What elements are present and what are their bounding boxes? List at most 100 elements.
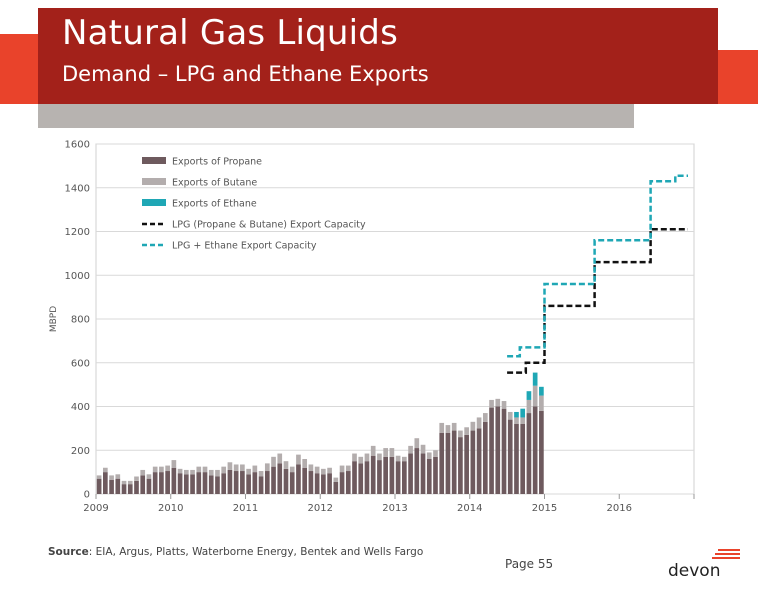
y-tick-label: 800 [71, 315, 90, 326]
bar-butane [489, 399, 494, 408]
bar-propane [208, 475, 214, 494]
bar-butane [464, 427, 469, 435]
bar-butane [507, 411, 513, 420]
bar-propane [482, 421, 488, 494]
bar-propane [520, 424, 526, 494]
bar-propane [470, 430, 476, 494]
bar-butane [520, 417, 526, 424]
x-tick-label: 2012 [308, 503, 333, 514]
bar-butane [358, 456, 364, 464]
bar-propane [408, 453, 413, 494]
title-band [38, 8, 718, 104]
bar-butane [501, 401, 507, 409]
bar-butane [333, 477, 339, 482]
bar-propane [121, 484, 127, 494]
bar-propane [476, 428, 482, 494]
bar-butane [296, 454, 301, 465]
bar-propane [352, 461, 357, 494]
bar-butane [327, 467, 332, 474]
bar-propane [445, 432, 451, 494]
x-tick-label: 2011 [233, 503, 258, 514]
x-tick-label: 2013 [382, 503, 407, 514]
bar-butane [177, 468, 183, 474]
bar-propane [489, 407, 494, 494]
export-chart: 0 200 400 600 800 1000 1200 1400 1600 2009 2010 201… [49, 140, 695, 514]
bar-propane [458, 437, 463, 494]
bar-butane [258, 471, 264, 477]
bar-propane [402, 461, 407, 494]
bar-propane [314, 473, 320, 494]
bar-propane [183, 474, 189, 494]
bar-butane [159, 466, 164, 473]
bar-propane [177, 473, 183, 494]
bar-propane [289, 472, 295, 494]
bar-propane [233, 471, 239, 494]
bar-butane [202, 466, 208, 473]
bar-butane [289, 466, 295, 473]
bar-propane [395, 461, 401, 494]
bar-propane [140, 475, 146, 494]
bar-butane [458, 430, 463, 438]
slide-title: Natural Gas Liquids [62, 13, 398, 53]
bar-butane [426, 452, 432, 459]
bar-butane [196, 466, 202, 473]
bar-ethane [539, 386, 544, 396]
decorative-gray-bar [38, 100, 634, 128]
bar-butane [402, 456, 407, 462]
bar-butane [115, 474, 121, 479]
bar-propane [277, 463, 283, 494]
bar-propane [252, 472, 258, 494]
bar-propane [302, 467, 308, 494]
x-tick-label: 2015 [532, 503, 557, 514]
bar-propane [327, 473, 332, 494]
decorative-orange-block-right [718, 50, 758, 104]
legend-swatch [142, 178, 166, 185]
bar-butane [252, 465, 258, 473]
legend-label: LPG (Propane & Butane) Export Capacity [172, 220, 366, 231]
bar-propane [196, 472, 202, 494]
bar-propane [433, 456, 438, 494]
bar-butane [264, 463, 270, 472]
bar-butane [445, 425, 451, 433]
y-tick-label: 1000 [65, 271, 90, 282]
bar-propane [109, 479, 114, 494]
lpg-capacity-line [507, 228, 688, 374]
lpg-ethane-capacity-line [507, 174, 688, 358]
bar-propane [127, 484, 133, 494]
bar-butane [240, 464, 245, 472]
y-tick-label: 1600 [65, 140, 90, 151]
bar-propane [246, 474, 251, 494]
bar-butane [476, 417, 482, 429]
y-tick-label: 1400 [65, 183, 90, 194]
bar-propane [383, 456, 388, 494]
bar-propane [514, 424, 519, 494]
bar-butane [308, 464, 314, 472]
bar-propane [134, 480, 139, 494]
bar-butane [171, 460, 177, 468]
bar-butane [377, 453, 382, 461]
source-text: : EIA, Argus, Platts, Waterborne Energy,… [88, 546, 424, 558]
bar-butane [271, 456, 276, 467]
bar-butane [302, 459, 308, 468]
legend-label: Exports of Ethane [172, 199, 257, 210]
decorative-orange-bar-left [0, 34, 40, 104]
bar-propane [171, 467, 177, 494]
bar-propane [165, 471, 170, 494]
bar-propane [321, 474, 326, 494]
bar-ethane [532, 372, 538, 386]
bar-butane [190, 469, 195, 475]
bar-propane [333, 481, 339, 494]
bar-butane [140, 469, 146, 476]
bar-propane [345, 471, 351, 494]
bar-propane [451, 430, 457, 494]
bar-propane [339, 472, 345, 494]
y-tick-label: 600 [71, 358, 90, 369]
bar-propane [202, 472, 208, 494]
bar-butane [109, 475, 114, 480]
bar-propane [190, 474, 195, 494]
bar-propane [526, 413, 532, 494]
bar-butane [370, 445, 376, 456]
bar-propane [414, 448, 420, 494]
bar-butane [314, 466, 320, 474]
bar-butane [470, 421, 476, 431]
